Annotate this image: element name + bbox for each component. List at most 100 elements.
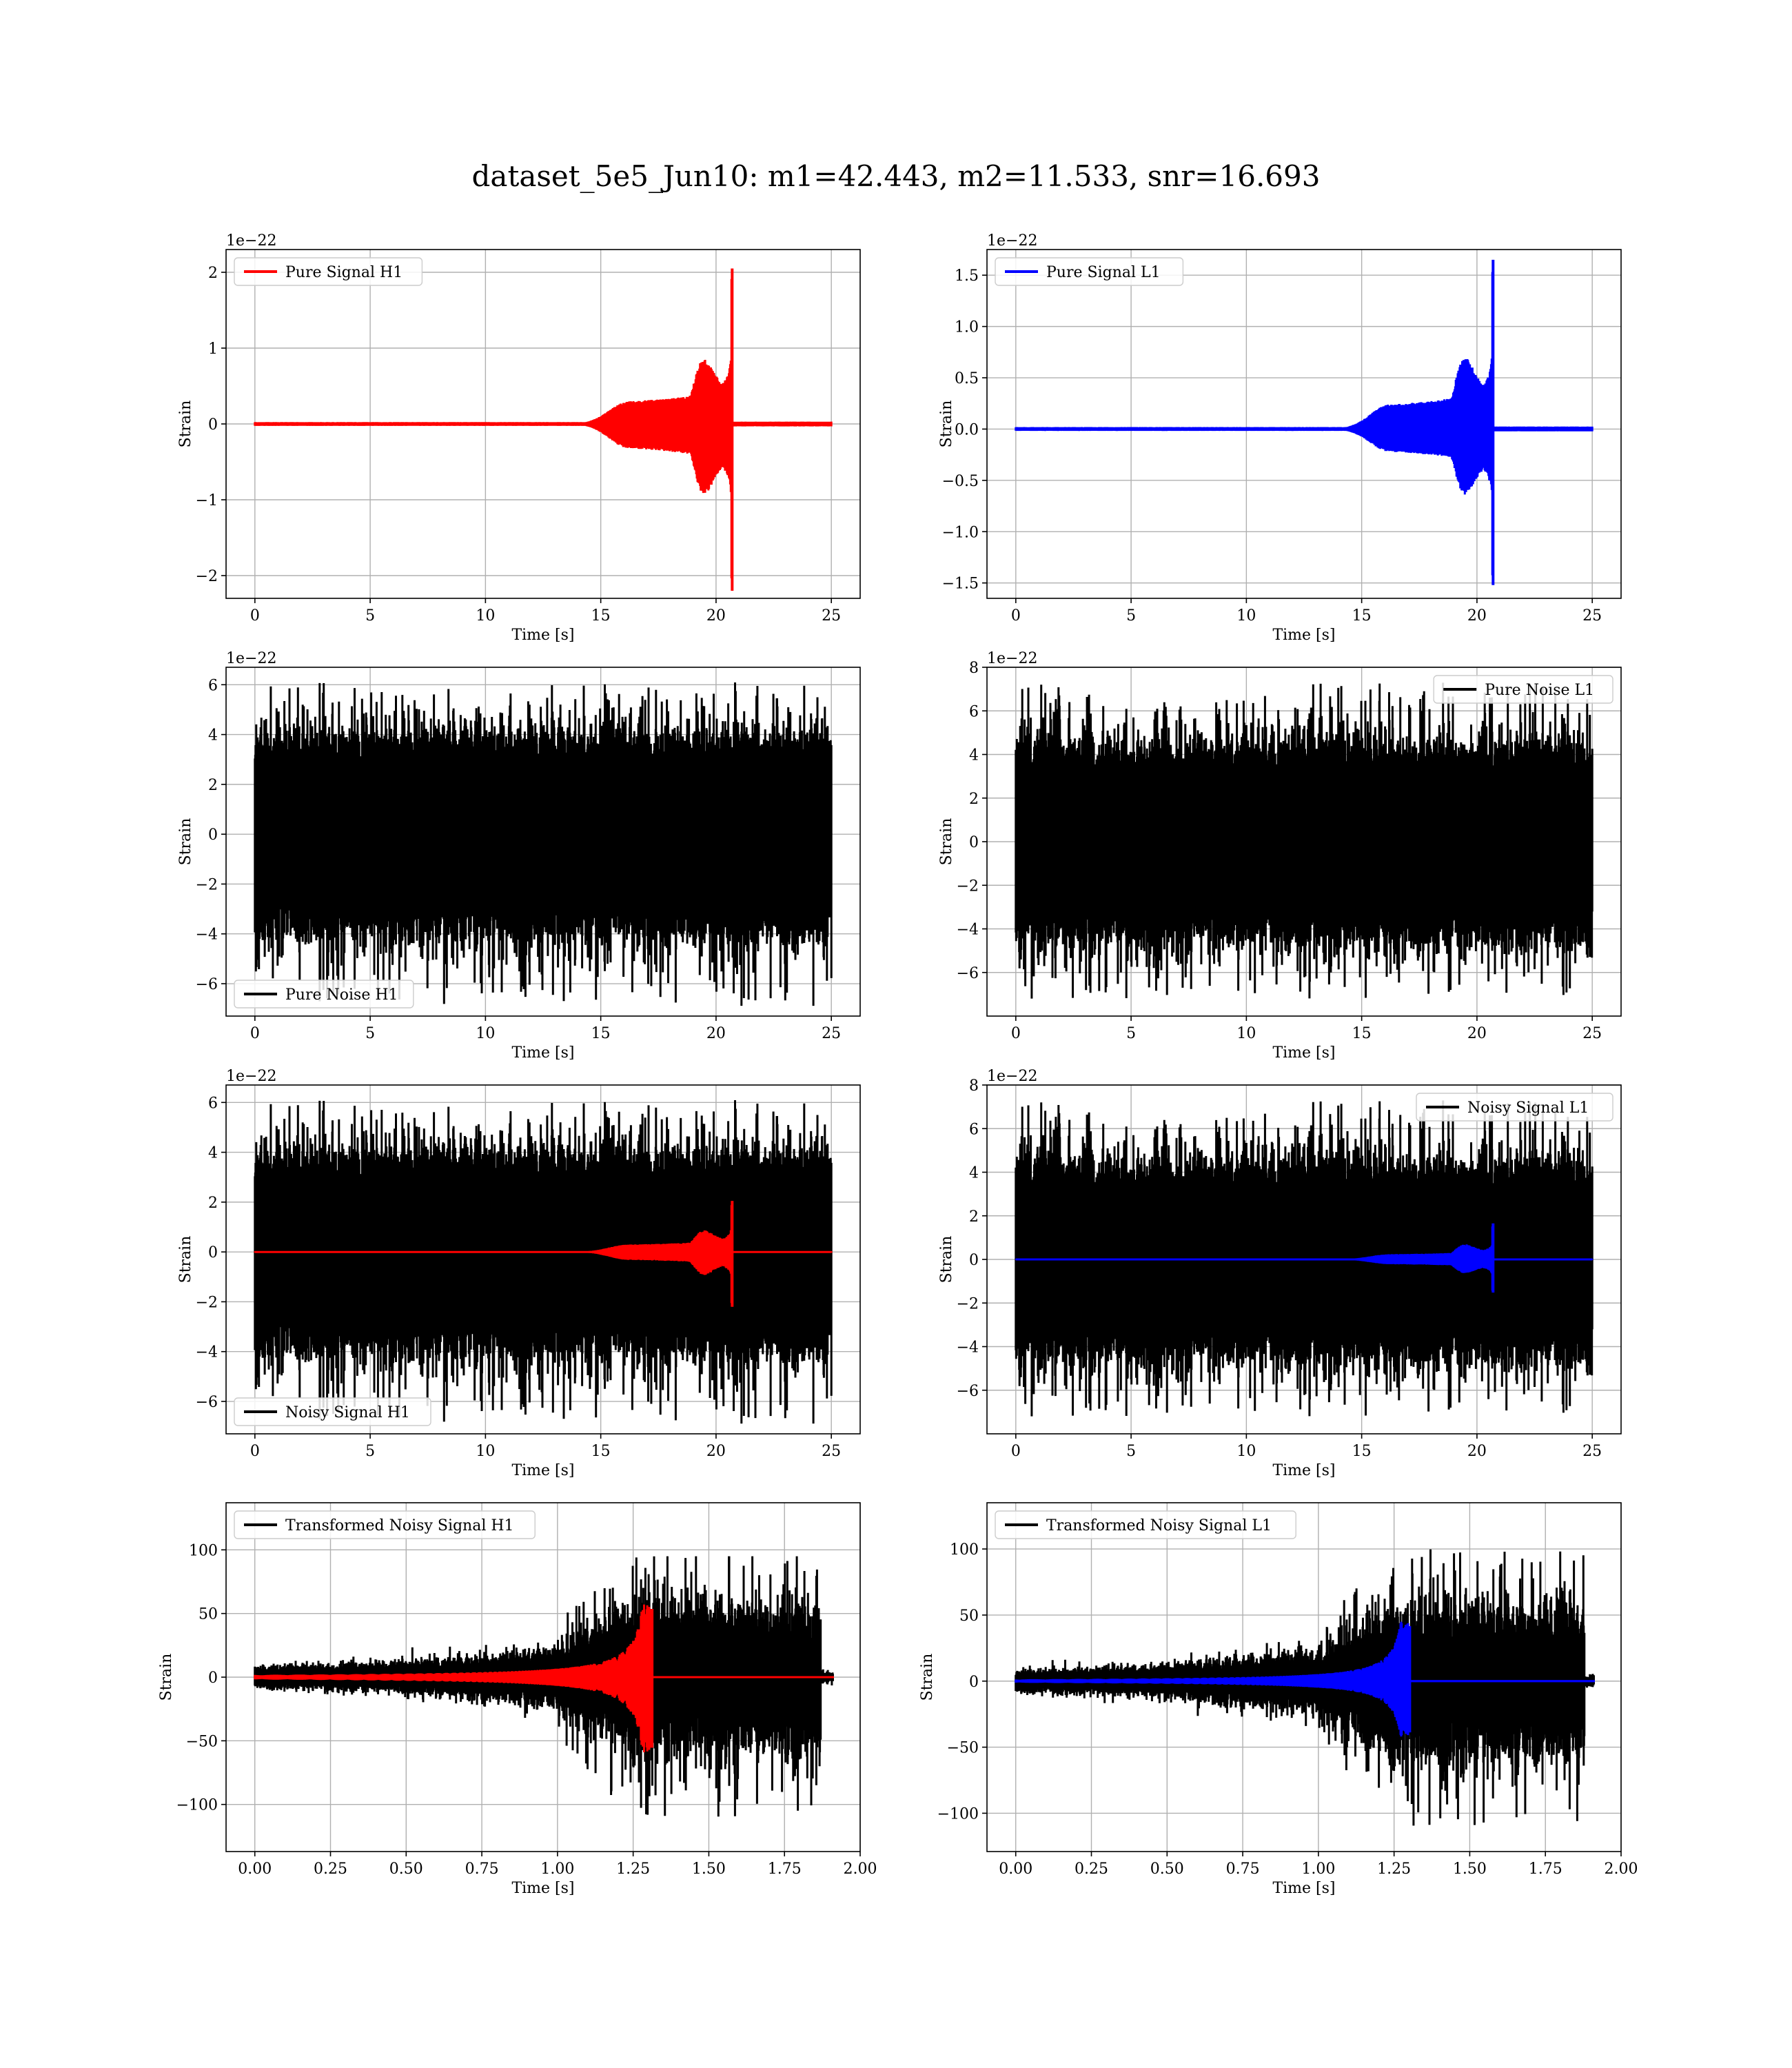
y-tick-label: 50: [198, 1606, 218, 1623]
series-group: [254, 1556, 834, 1817]
y-tick-label: −4: [957, 1339, 979, 1357]
series-group: [254, 268, 833, 591]
axis-offset-label: 1e−22: [987, 1068, 1037, 1085]
legend: Noisy Signal H1: [234, 1397, 431, 1426]
y-tick-label: 100: [950, 1541, 979, 1559]
y-tick-label: −4: [196, 1344, 218, 1361]
x-tick-label: 1.25: [1377, 1861, 1411, 1878]
series-line: [254, 1100, 833, 1424]
x-tick-label: 5: [1126, 1443, 1136, 1460]
series-line: [254, 268, 833, 591]
panel-pure-signal-h1: 0 5 10 15 20 25 −2 −1 0 1 2 Time [s] Strain 1e−22 Pure…: [177, 232, 861, 644]
y-tick-label: 100: [189, 1542, 218, 1559]
x-tick-label: 10: [1236, 1443, 1256, 1460]
y-tick-label: −2: [196, 568, 218, 585]
series-group: [254, 1100, 833, 1424]
x-tick-label: 5: [1126, 1025, 1136, 1042]
series-line: [1015, 259, 1594, 585]
y-tick-label: −100: [176, 1797, 218, 1814]
y-tick-label: 0.0: [955, 421, 979, 438]
x-tick-label: 5: [1126, 607, 1136, 625]
legend-box: [1433, 675, 1613, 704]
x-tick-label: 20: [1467, 607, 1487, 625]
x-tick-label: 25: [1582, 1443, 1602, 1460]
y-tick-label: −2: [196, 1294, 218, 1311]
series-group: [254, 682, 833, 1006]
panel-pure-noise-l1: 0 5 10 15 20 25 −6 −4 −2 0 2 4 6 8 Time [s] Strain 1e−22…: [938, 650, 1622, 1062]
y-tick-label: −100: [937, 1805, 979, 1823]
y-tick-label: −2: [957, 878, 979, 895]
x-tick-label: 25: [1582, 1025, 1602, 1042]
y-tick-label: 0: [208, 1244, 218, 1261]
x-tick-label: 0.25: [314, 1861, 347, 1878]
x-tick-label: 2.00: [1605, 1861, 1638, 1878]
x-tick-label: 0.50: [1150, 1861, 1184, 1878]
axes-frame: [225, 1084, 861, 1435]
y-tick-label: 0: [208, 827, 218, 844]
legend-box: [234, 980, 414, 1008]
axes-frame: [986, 1502, 1622, 1852]
y-tick-label: −4: [957, 922, 979, 939]
y-tick-label: 8: [969, 1077, 979, 1095]
series-group: [1015, 682, 1594, 999]
x-axis-label: Time [s]: [1272, 1044, 1335, 1062]
y-tick-label: 2: [969, 1208, 979, 1226]
x-tick-label: 10: [476, 1025, 495, 1042]
x-axis-label: Time [s]: [511, 1880, 574, 1897]
x-tick-label: 0: [250, 1025, 260, 1042]
x-tick-label: 0.25: [1075, 1861, 1108, 1878]
y-tick-label: 4: [969, 747, 979, 764]
series-line: [1015, 1223, 1594, 1293]
y-tick-label: 6: [969, 703, 979, 720]
y-tick-label: −50: [186, 1733, 218, 1750]
legend-label: Pure Noise L1: [1485, 682, 1594, 699]
x-tick-label: 0.00: [238, 1861, 272, 1878]
series-line: [1015, 1621, 1595, 1737]
y-tick-label: 1: [208, 341, 218, 358]
x-tick-label: 10: [476, 1443, 495, 1460]
series-group: [1015, 1100, 1594, 1417]
legend: Transformed Noisy Signal H1: [234, 1510, 536, 1539]
x-tick-label: 15: [591, 1025, 611, 1042]
x-tick-label: 20: [1467, 1025, 1487, 1042]
x-tick-label: 1.50: [692, 1861, 726, 1878]
y-tick-label: 6: [208, 677, 218, 694]
y-tick-label: 4: [208, 1145, 218, 1162]
x-tick-label: 0: [250, 607, 260, 625]
x-tick-label: 5: [365, 1443, 375, 1460]
legend-box: [995, 257, 1184, 286]
x-axis-label: Time [s]: [511, 627, 574, 644]
axis-offset-label: 1e−22: [226, 232, 276, 250]
x-tick-label: 1.25: [616, 1861, 650, 1878]
panel-noisy-signal-h1: 0 5 10 15 20 25 −6 −4 −2 0 2 4 6 Time [s] Strain 1e−22 N…: [177, 1068, 861, 1479]
legend: Pure Signal H1: [234, 257, 423, 286]
x-tick-label: 0: [1011, 1025, 1021, 1042]
series-line: [254, 1201, 833, 1307]
legend-box: [234, 1397, 431, 1426]
axis-offset-label: 1e−22: [226, 650, 276, 667]
y-tick-label: −1.0: [942, 524, 979, 541]
y-tick-label: 6: [208, 1095, 218, 1112]
y-tick-label: −6: [196, 1394, 218, 1411]
y-tick-label: −0.5: [942, 473, 979, 490]
x-tick-label: 0.50: [389, 1861, 423, 1878]
series-line: [254, 682, 833, 1006]
y-tick-label: −6: [957, 965, 979, 982]
y-tick-label: 2: [208, 777, 218, 794]
legend-label: Pure Signal H1: [285, 264, 403, 281]
y-tick-label: 0: [969, 1674, 979, 1691]
legend-box: [995, 1510, 1296, 1539]
x-axis-label: Time [s]: [1272, 1462, 1335, 1479]
y-tick-label: −1: [196, 492, 218, 509]
y-axis-label: Strain: [177, 818, 194, 866]
x-tick-label: 0.75: [465, 1861, 499, 1878]
x-tick-label: 0: [250, 1443, 260, 1460]
x-axis-label: Time [s]: [511, 1044, 574, 1062]
x-tick-label: 10: [1236, 607, 1256, 625]
panel-transformed-noisy-signal-h1: 0.00 0.25 0.50 0.75 1.00 1.25 1.50 1.75 2.00 −100…: [158, 1502, 877, 1897]
x-axis-label: Time [s]: [511, 1462, 574, 1479]
x-tick-label: 0: [1011, 1443, 1021, 1460]
panel-pure-noise-h1: 0 5 10 15 20 25 −6 −4 −2 0 2 4 6 Time [s] Strain 1e−22 P…: [177, 650, 861, 1062]
y-tick-label: 0: [969, 834, 979, 851]
